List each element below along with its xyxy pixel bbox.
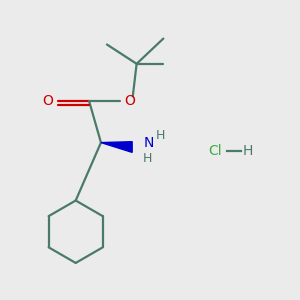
Text: N: N [143, 136, 154, 150]
Text: O: O [124, 94, 135, 108]
Text: O: O [42, 94, 53, 108]
Text: Cl: Cl [208, 145, 222, 158]
Polygon shape [101, 142, 132, 152]
Text: H: H [142, 152, 152, 165]
Text: H: H [156, 129, 165, 142]
Text: H: H [243, 145, 253, 158]
